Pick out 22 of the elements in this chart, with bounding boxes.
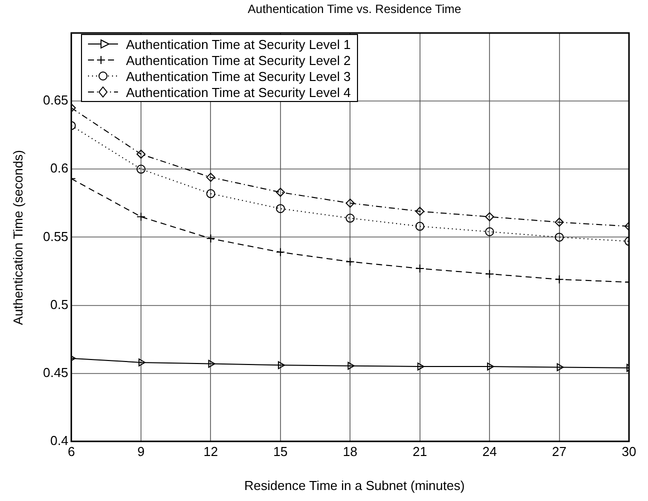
legend-label: Authentication Time at Security Level 1 xyxy=(126,36,351,52)
y-tick-label: 0.45 xyxy=(42,364,68,380)
legend-label: Authentication Time at Security Level 2 xyxy=(126,52,351,68)
x-axis-title: Residence Time in a Subnet (minutes) xyxy=(243,478,466,493)
x-tick-label: 6 xyxy=(68,444,75,459)
y-tick-label: 0.6 xyxy=(50,160,68,176)
y-tick-label: 0.5 xyxy=(50,296,68,312)
y-tick-label: 0.55 xyxy=(42,228,68,244)
x-tick-label: 24 xyxy=(482,444,497,459)
x-tick-label: 21 xyxy=(412,444,428,459)
y-tick-label: 0.65 xyxy=(42,92,68,108)
x-tick-label: 18 xyxy=(342,444,358,459)
x-tick-label: 9 xyxy=(137,444,145,459)
x-tick-label: 30 xyxy=(622,444,636,459)
x-tick-label: 27 xyxy=(552,444,567,459)
chart-title: Authentication Time vs. Residence Time xyxy=(246,2,462,16)
y-tick-label: 0.4 xyxy=(50,432,68,448)
y-axis-title: Authentication Time (seconds) xyxy=(10,149,26,327)
legend-label: Authentication Time at Security Level 3 xyxy=(126,68,351,84)
x-tick-label: 12 xyxy=(203,444,218,459)
x-tick-label: 15 xyxy=(273,444,288,459)
legend-label: Authentication Time at Security Level 4 xyxy=(126,84,351,100)
